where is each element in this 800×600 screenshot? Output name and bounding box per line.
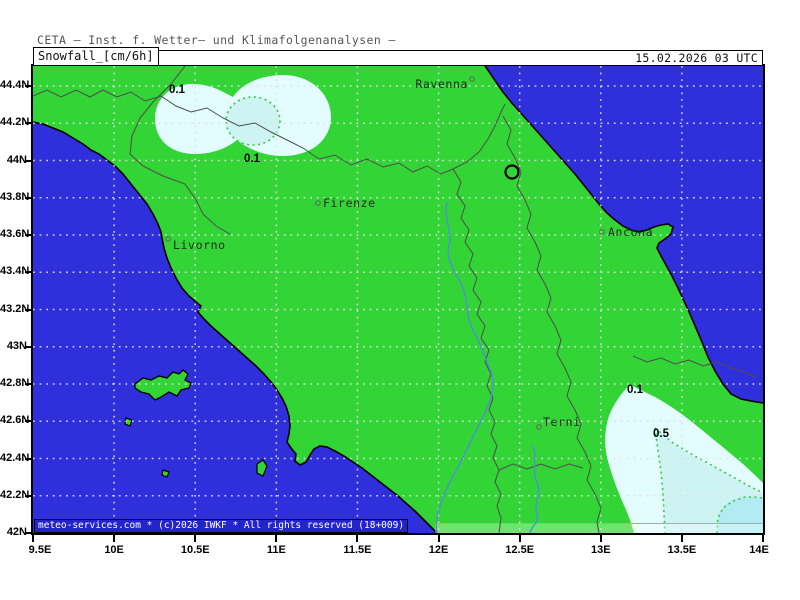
lat-axis-label: 44N bbox=[6, 153, 27, 166]
city-label-terni: Terni bbox=[543, 415, 581, 429]
lat-tick bbox=[25, 308, 33, 311]
lon-tick bbox=[32, 535, 34, 542]
city-label-livorno: Livorno bbox=[173, 238, 226, 252]
lon-tick bbox=[437, 535, 440, 542]
lon-axis-label: 9.5E bbox=[28, 544, 52, 556]
watermark: meteo-services.com * (c)2026 IWKF * All … bbox=[34, 519, 409, 533]
graticule bbox=[33, 66, 763, 533]
contour-corner-boundary bbox=[716, 496, 763, 533]
lon-tick bbox=[599, 535, 602, 542]
lon-axis-label: 10E bbox=[104, 544, 124, 556]
coastline-tyrrhenian bbox=[33, 121, 438, 533]
contour-label-southeast-01: 0.1 bbox=[627, 384, 644, 396]
lat-tick bbox=[25, 234, 33, 236]
contour-05-left-boundary bbox=[654, 427, 666, 533]
contour-label-north-top: 0.1 bbox=[169, 84, 186, 96]
lon-axis-label: 13E bbox=[590, 544, 611, 556]
lat-axis-label: 42.4N bbox=[0, 451, 30, 464]
bottom-band bbox=[435, 523, 763, 533]
island-giglio bbox=[256, 459, 268, 477]
lon-axis-label: 12E bbox=[428, 544, 449, 556]
city-marker-terni bbox=[536, 424, 542, 430]
city-markers bbox=[165, 76, 605, 430]
lat-tick bbox=[25, 420, 33, 423]
contour-label-north-bottom: 0.1 bbox=[244, 153, 261, 165]
city-marker-ancona bbox=[599, 229, 605, 235]
coastline-adriatic bbox=[484, 66, 763, 404]
island-capraia bbox=[124, 417, 133, 427]
lon-tick bbox=[275, 535, 278, 542]
lon-axis-label: 13.5E bbox=[667, 544, 697, 556]
lat-axis-label: 42.6N bbox=[0, 414, 30, 427]
lon-axis-label: 10.5E bbox=[180, 544, 210, 556]
lat-tick bbox=[25, 457, 33, 460]
city-marker-ravenna bbox=[469, 76, 475, 82]
lat-axis-label: 42.8N bbox=[0, 377, 30, 389]
lat-tick bbox=[25, 345, 33, 348]
lon-axis-label: 14E bbox=[749, 544, 769, 556]
lat-axis-label: 44.4N bbox=[0, 79, 30, 91]
island-elba bbox=[134, 369, 192, 401]
city-label-ancona: Ancona bbox=[608, 225, 653, 239]
lon-tick bbox=[113, 535, 116, 542]
lat-tick bbox=[25, 159, 33, 162]
lat-tick bbox=[25, 383, 33, 385]
datetime-label: 15.02.2026 03 UTC bbox=[635, 51, 758, 65]
variable-label: Snowfall_[cm/6h] bbox=[33, 47, 159, 66]
city-label-firenze: Firenze bbox=[323, 196, 376, 210]
lon-tick bbox=[680, 535, 683, 542]
lon-axis-label: 12.5E bbox=[505, 544, 535, 556]
lat-tick bbox=[25, 122, 33, 125]
lon-axis-label: 11.5E bbox=[343, 544, 372, 556]
map-frame: Ravenna Firenze Livorno Ancona Terni 0.1… bbox=[31, 64, 765, 535]
weather-map-canvas: Ravenna Firenze Livorno Ancona Terni 0.1… bbox=[33, 66, 763, 533]
river-nera bbox=[529, 445, 540, 533]
lon-tick bbox=[356, 535, 359, 542]
lat-axis-label: 42N bbox=[6, 526, 27, 538]
city-marker-firenze bbox=[315, 200, 321, 206]
lat-axis-label: 43.6N bbox=[0, 228, 30, 240]
lat-axis-label: 43N bbox=[6, 339, 27, 352]
san-marino-outline bbox=[504, 164, 520, 180]
snow-area-north-05 bbox=[225, 96, 281, 146]
lat-axis-label: 43.2N bbox=[0, 302, 30, 315]
title-strip: 15.02.2026 03 UTC bbox=[33, 50, 763, 65]
contour-label-southeast-05: 0.5 bbox=[653, 428, 670, 440]
region-borders bbox=[33, 66, 758, 533]
river-tiber bbox=[435, 201, 494, 533]
institute-header: CETA – Inst. f. Wetter– und Klimafolgena… bbox=[37, 33, 396, 47]
island-montecristo bbox=[161, 469, 170, 478]
rivers bbox=[435, 201, 540, 533]
lon-tick bbox=[761, 535, 764, 542]
lon-tick bbox=[518, 535, 521, 542]
lat-tick bbox=[25, 85, 33, 87]
lat-tick bbox=[25, 532, 33, 534]
lat-tick bbox=[25, 494, 33, 497]
lat-axis-label: 43.4N bbox=[0, 265, 30, 278]
city-marker-livorno bbox=[165, 236, 171, 242]
contour-05-top-boundary bbox=[654, 427, 763, 494]
lat-tick bbox=[25, 196, 33, 199]
land-region bbox=[33, 66, 763, 533]
lat-axis-label: 44.2N bbox=[0, 116, 30, 129]
city-label-ravenna: Ravenna bbox=[415, 77, 468, 91]
lon-tick bbox=[194, 535, 197, 542]
lat-axis-label: 43.8N bbox=[0, 190, 30, 203]
lat-tick bbox=[25, 271, 33, 274]
lat-axis-label: 42.2N bbox=[0, 488, 30, 501]
lon-axis-label: 11E bbox=[266, 544, 286, 556]
